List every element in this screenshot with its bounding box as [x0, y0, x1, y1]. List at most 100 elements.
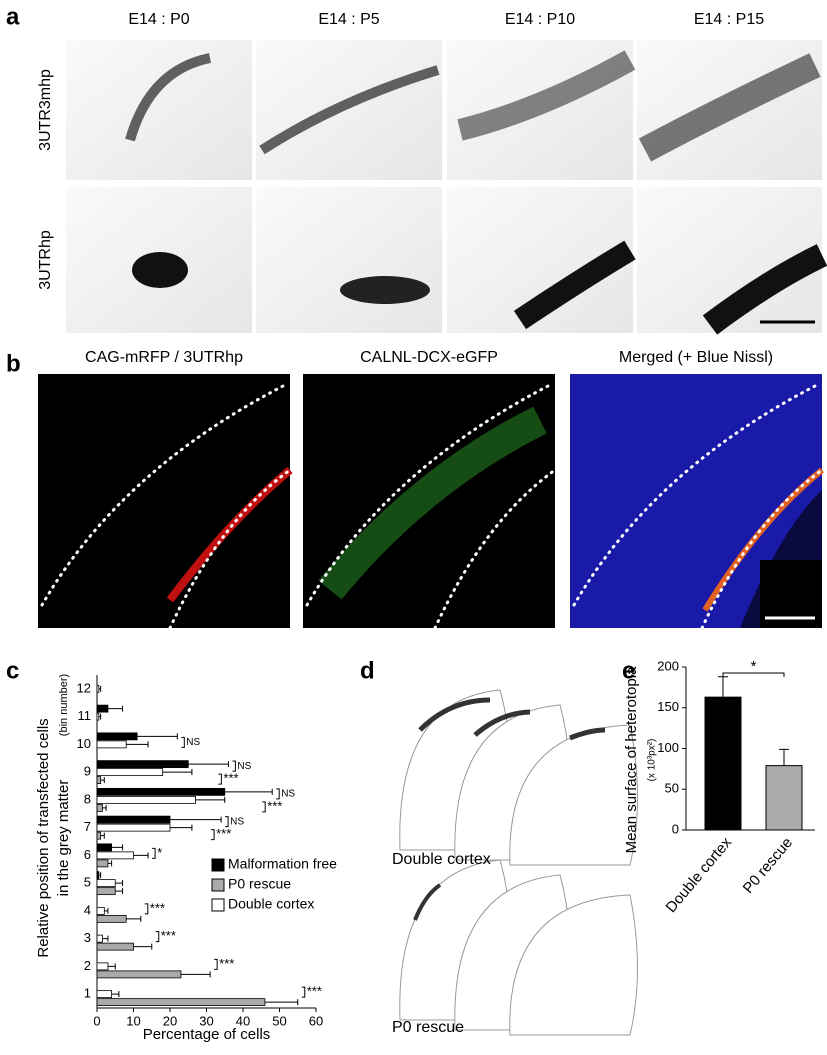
image-feature	[638, 53, 821, 162]
error-bar	[779, 748, 789, 766]
error-bar	[133, 943, 153, 950]
y-tick-label: 100	[657, 740, 679, 755]
panel-b-images	[38, 374, 824, 630]
bar	[96, 851, 134, 860]
significance: ***	[216, 826, 231, 841]
significance: NS	[237, 761, 251, 772]
significance: NS	[230, 816, 244, 827]
bracket	[144, 903, 149, 915]
image-feature	[318, 406, 547, 600]
error-bar	[102, 935, 109, 942]
significance: NS	[281, 789, 295, 800]
bar	[96, 970, 182, 979]
y-tick-label: 0	[672, 821, 679, 836]
significance: ***	[219, 956, 234, 971]
bar	[96, 760, 189, 769]
bracket	[155, 931, 160, 943]
error-bar	[104, 907, 109, 914]
y-tick-label: 50	[665, 781, 679, 796]
column-header: E14 : P5	[318, 11, 379, 28]
panel-a-images	[66, 40, 827, 335]
significance: ***	[150, 900, 165, 915]
bar	[96, 871, 100, 880]
image	[256, 187, 442, 333]
column-header: E14 : P0	[128, 11, 189, 28]
image-feature	[702, 244, 827, 335]
bar	[96, 823, 171, 832]
bracket	[214, 958, 218, 970]
significance-bracket	[722, 672, 785, 677]
y-axis-label: in the grey matter	[55, 780, 72, 897]
y-tick-label: 150	[657, 699, 679, 714]
bar	[96, 831, 102, 840]
bar	[96, 768, 164, 777]
image-feature	[132, 252, 188, 288]
y-tick-label: 12	[77, 680, 91, 695]
x-tick-label: P0 rescue	[740, 834, 796, 897]
dotted-line	[700, 468, 824, 630]
bracket	[152, 847, 156, 859]
x-tick-label: 30	[199, 1013, 213, 1028]
error-bar	[100, 777, 105, 784]
error-bar	[126, 741, 149, 748]
bar	[96, 887, 116, 896]
panel-letter: e	[622, 657, 635, 684]
image-feature	[513, 240, 636, 330]
bar	[96, 990, 112, 999]
bar	[96, 776, 102, 785]
bar	[96, 803, 103, 812]
y-axis-label-note: (x 10³px²)	[647, 739, 658, 782]
panel-letter: b	[6, 350, 21, 377]
bar	[96, 962, 109, 971]
x-axis-label: Percentage of cells	[143, 1026, 271, 1043]
legend-label: Double cortex	[228, 896, 314, 912]
panel-d-drawings	[399, 689, 638, 1036]
bracket	[301, 986, 306, 998]
legend-label: Malformation free	[228, 856, 337, 872]
section-outline	[509, 724, 638, 866]
error-bar	[188, 761, 229, 768]
y-tick-label: 10	[77, 736, 91, 751]
bar	[96, 795, 196, 804]
y-tick-label: 3	[84, 930, 91, 945]
y-tick-label: 4	[84, 902, 91, 917]
error-bar	[162, 769, 193, 776]
y-tick-label: 1	[84, 986, 91, 1001]
bar	[96, 732, 138, 741]
panel-letter: d	[360, 657, 375, 684]
x-tick-label: 50	[272, 1013, 286, 1028]
row-header: 3UTR3mhp	[37, 69, 54, 151]
row-header: 3UTRhp	[37, 230, 54, 290]
bar	[96, 934, 103, 943]
error-bar	[100, 832, 105, 839]
error-bar	[137, 733, 178, 740]
error-bar	[107, 860, 113, 867]
error-bar	[98, 713, 102, 720]
error-bar	[224, 788, 273, 795]
heterotopia	[569, 727, 606, 741]
bracket	[232, 760, 236, 772]
heterotopia	[473, 709, 531, 737]
x-tick-label: 10	[126, 1013, 140, 1028]
column-header: E14 : P10	[505, 11, 575, 28]
y-tick-label: 5	[84, 875, 91, 890]
y-tick-label: 200	[657, 658, 679, 673]
bar	[96, 998, 266, 1007]
error-bar	[718, 676, 728, 698]
bar	[96, 942, 134, 951]
bar	[96, 914, 127, 923]
bar	[96, 684, 100, 693]
heterotopia	[413, 883, 442, 921]
error-bar	[102, 804, 107, 811]
bar	[96, 704, 109, 713]
drawing-label: P0 rescue	[392, 1019, 464, 1036]
x-tick-label: 40	[236, 1013, 250, 1028]
image-feature	[340, 276, 430, 304]
bracket	[211, 829, 215, 841]
x-tick-label: 0	[93, 1013, 100, 1028]
error-bar	[170, 816, 222, 823]
dotted-line	[572, 383, 819, 607]
panel-letter: c	[6, 657, 19, 684]
error-bar	[111, 844, 124, 851]
